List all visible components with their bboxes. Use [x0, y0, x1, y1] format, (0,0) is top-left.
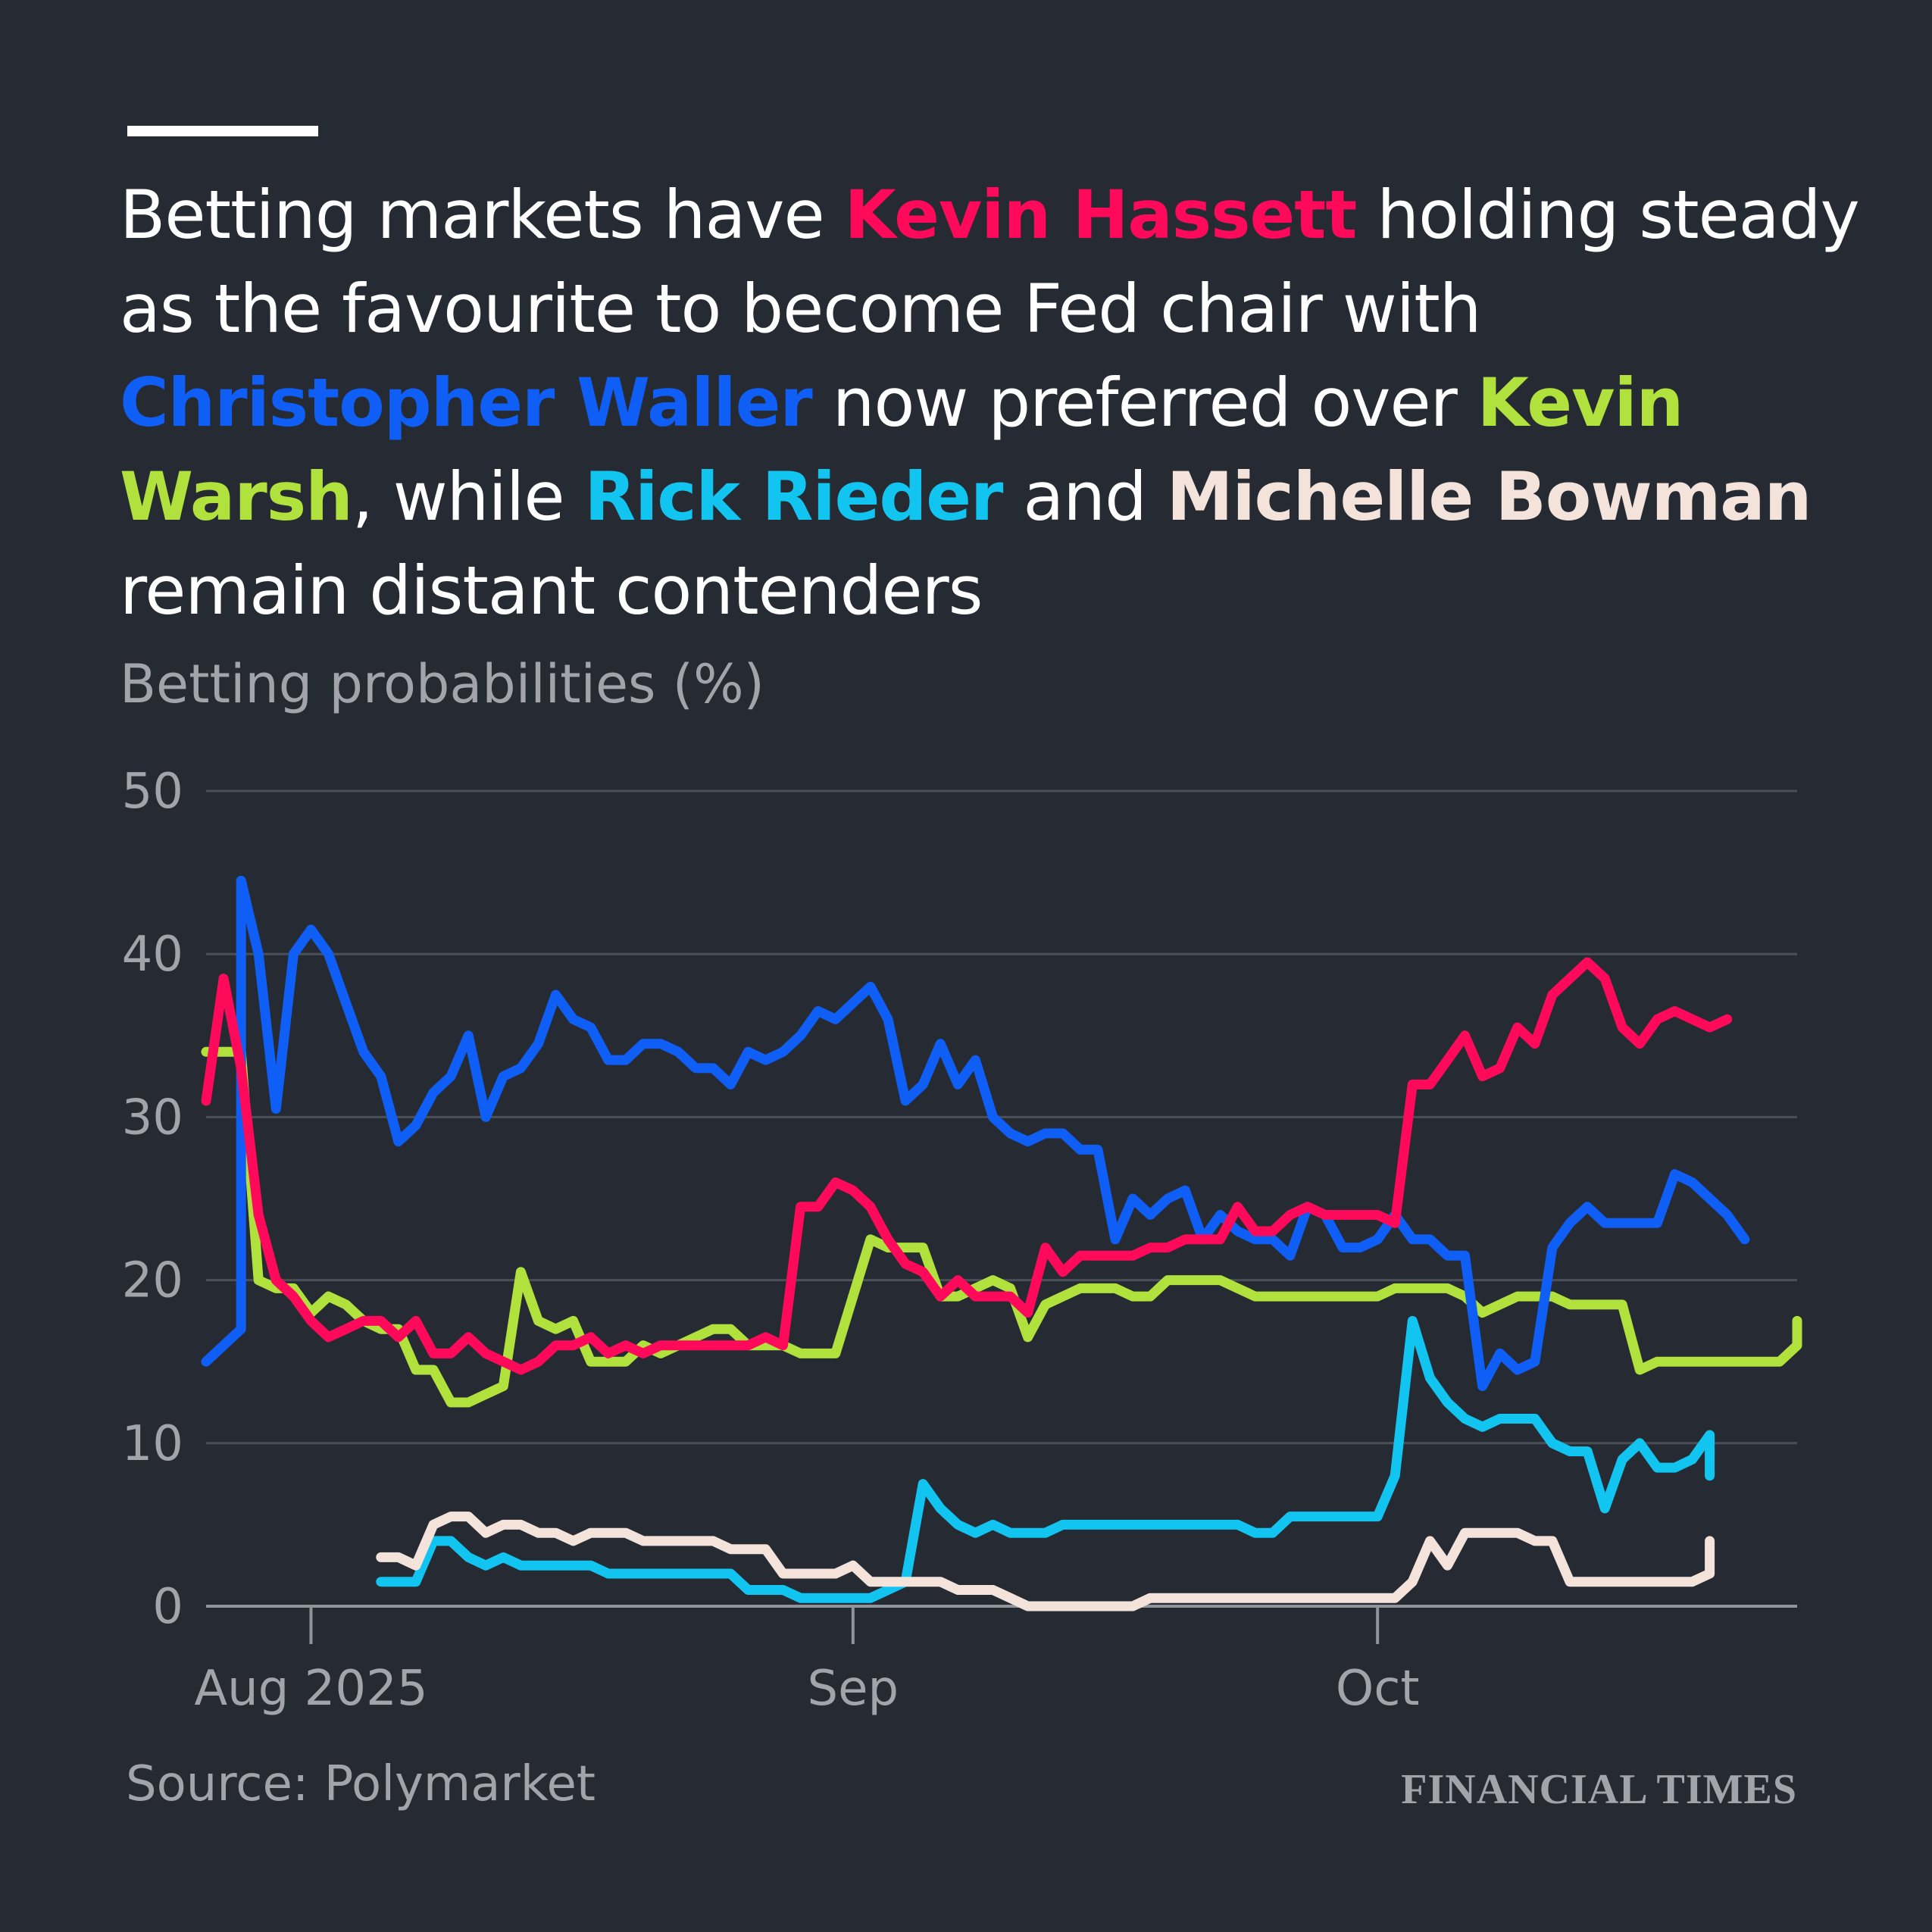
chart-headline: Betting markets have Kevin Hassett holdi… — [120, 168, 1885, 638]
source-note: Source: Polymarket — [126, 1756, 596, 1812]
chart-subtitle: Betting probabilities (%) — [120, 653, 764, 715]
headline-name-kevin-hassett: Kevin Hassett — [844, 176, 1358, 254]
y-axis-ticks: 0 10 20 30 40 50 — [122, 764, 183, 1635]
gridlines — [206, 789, 1797, 1608]
headline-segment: now preferred over — [811, 364, 1477, 442]
header-rule — [127, 126, 318, 136]
y-tick-label: 50 — [122, 764, 183, 820]
y-tick-label: 10 — [122, 1416, 183, 1472]
series-line-kevin-hassett — [201, 957, 1733, 1375]
headline-name-michelle-bowman: Michelle Bowman — [1166, 458, 1812, 536]
headline-segment: and — [1002, 458, 1167, 536]
headline-segment: remain distant contenders — [120, 552, 983, 630]
x-tick-label: Oct — [1336, 1661, 1420, 1717]
series-line-michelle-bowman — [376, 1512, 1715, 1612]
y-tick-label: 40 — [122, 927, 183, 983]
y-tick-label: 20 — [122, 1253, 183, 1309]
headline-segment: , while — [352, 458, 585, 536]
series-line-rick-rieder — [376, 1315, 1715, 1603]
publisher-logo: FINANCIAL TIMES — [1401, 1766, 1797, 1813]
headline-segment: holding steady as the favourite to becom… — [120, 176, 1860, 348]
y-tick-label: 0 — [152, 1579, 183, 1635]
headline-segment: Betting markets have — [120, 176, 845, 254]
x-tick-label: Aug 2025 — [194, 1661, 427, 1717]
series-lines — [201, 875, 1802, 1612]
x-axis-ticks: Aug 2025 Sep Oct — [194, 1606, 1419, 1717]
series-line-christopher-waller — [201, 875, 1750, 1391]
y-tick-label: 30 — [122, 1089, 183, 1146]
headline-name-kevin-warsh: Kevin Warsh — [120, 364, 1683, 536]
headline-name-christopher-waller: Christopher Waller — [120, 364, 813, 442]
x-tick-label: Sep — [808, 1661, 899, 1717]
headline-name-rick-rieder: Rick Rieder — [584, 458, 1003, 536]
